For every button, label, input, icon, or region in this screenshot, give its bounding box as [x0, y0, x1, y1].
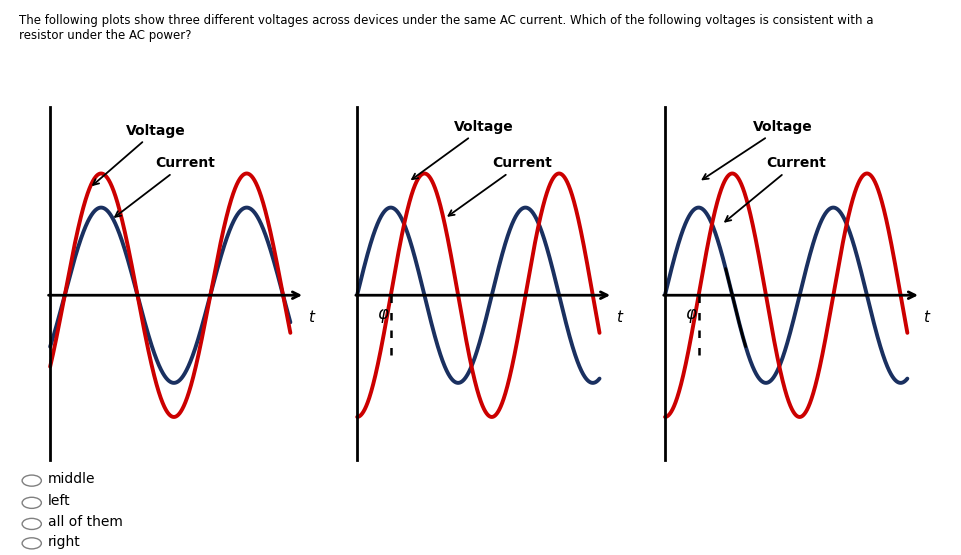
Text: Voltage: Voltage [702, 120, 811, 179]
Text: φ: φ [684, 305, 696, 323]
Text: Current: Current [448, 157, 551, 216]
Text: Voltage: Voltage [411, 120, 513, 179]
Text: Current: Current [115, 157, 214, 217]
Text: Voltage: Voltage [93, 124, 185, 185]
Text: t: t [308, 310, 313, 325]
Text: all of them: all of them [48, 516, 123, 529]
Text: left: left [48, 495, 71, 508]
Text: φ: φ [377, 305, 388, 323]
Text: right: right [48, 535, 81, 549]
Text: t: t [615, 310, 621, 325]
Text: t: t [923, 310, 928, 325]
Text: middle: middle [48, 472, 95, 486]
Text: Current: Current [725, 157, 825, 221]
Text: The following plots show three different voltages across devices under the same : The following plots show three different… [19, 14, 873, 42]
